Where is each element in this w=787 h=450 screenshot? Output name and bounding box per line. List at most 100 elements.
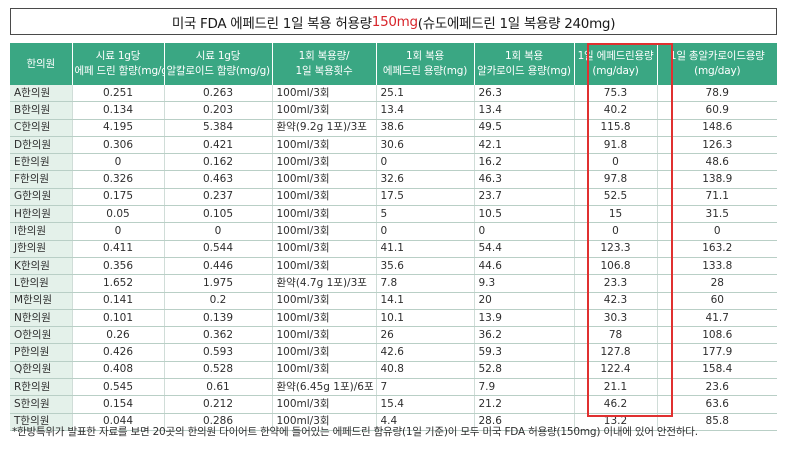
table-cell: 158.4 (657, 361, 777, 380)
table-cell: 127.8 (574, 343, 658, 362)
table-cell: 0 (376, 153, 475, 172)
table-cell: 52.5 (574, 188, 658, 207)
table-row: Q한의원 0.408 0.528 100ml/3회 40.8 52.8 122.4 158.4 (10, 361, 777, 380)
table-cell: 75.3 (574, 85, 658, 103)
table-cell: 21.2 (474, 395, 575, 414)
table-cell: 71.1 (657, 188, 777, 207)
table-cell: 0.134 (72, 101, 165, 120)
table-row: A한의원 0.251 0.263 100ml/3회 25.1 26.3 75.3 78.9 (10, 85, 777, 103)
table-cell: 100ml/3회 (272, 222, 377, 241)
clinic-name-cell: S한의원 (10, 395, 73, 414)
table-cell: 0 (657, 222, 777, 241)
table-cell: 60 (657, 292, 777, 310)
table-cell: 42.1 (474, 136, 575, 155)
table-cell: 0.139 (164, 309, 273, 328)
table-cell: 0 (376, 222, 475, 241)
table-cell: 44.6 (474, 257, 575, 276)
table-cell: 31.5 (657, 205, 777, 224)
table-cell: 163.2 (657, 240, 777, 258)
table-cell: 91.8 (574, 136, 658, 155)
table-cell: 23.7 (474, 188, 575, 207)
table-row: J한의원 0.411 0.544 100ml/3회 41.1 54.4 123.3 163.2 (10, 240, 777, 258)
table-row: S한의원 0.154 0.212 100ml/3회 15.4 21.2 46.2 63.6 (10, 395, 777, 414)
column-header-line: 1회 복용 (406, 50, 444, 62)
table-cell: 15.4 (376, 395, 475, 414)
table-cell: 26.3 (474, 85, 575, 103)
table-row: E한의원 0 0.162 100ml/3회 0 16.2 0 48.6 (10, 153, 777, 172)
table-cell: 0.286 (164, 413, 273, 431)
table-cell: 115.8 (574, 119, 658, 137)
table-cell: 0.61 (164, 378, 273, 397)
column-header-3: 1회 복용량/1일 복용횟수 (272, 43, 377, 85)
table-row: B한의원 0.134 0.203 100ml/3회 13.4 13.4 40.2 60.9 (10, 101, 777, 120)
table-cell: 0 (574, 222, 658, 241)
table-cell: 100ml/3회 (272, 240, 377, 258)
table-cell: 25.1 (376, 85, 475, 103)
table-cell: 7.8 (376, 274, 475, 293)
clinic-name-cell: K한의원 (10, 257, 73, 276)
column-header-line: 시료 1g당 (95, 50, 141, 62)
clinic-name-cell: M한의원 (10, 292, 73, 310)
column-header-4: 1회 복용 에페드린 용량(mg) (376, 43, 475, 85)
table-cell: 78 (574, 326, 658, 345)
table-cell: 100ml/3회 (272, 153, 377, 172)
table-cell: 14.1 (376, 292, 475, 310)
table-cell: 28.6 (474, 413, 575, 431)
clinic-name-cell: G한의원 (10, 188, 73, 207)
table-cell: 0.05 (72, 205, 165, 224)
column-header-line: 1회 복용량/ (298, 50, 350, 62)
table-cell: 13.4 (376, 101, 475, 120)
ephedrine-table: 한의원 시료 1g당 에페 드린 함량(mg/g) 시료 1g당 알칼로이드 함량(mg… (10, 43, 777, 431)
table-cell: 0.162 (164, 153, 273, 172)
table-cell: 106.8 (574, 257, 658, 276)
table-row: R한의원 0.545 0.61 환약(6.45g 1포)/6포 7 7.9 21.1 23.6 (10, 378, 777, 397)
column-header-6: 1일 에페드린용량 (mg/day) (574, 43, 658, 85)
table-cell: 0.212 (164, 395, 273, 414)
table-cell: 10.1 (376, 309, 475, 328)
table-row: D한의원 0.306 0.421 100ml/3회 30.6 42.1 91.8 126.3 (10, 136, 777, 155)
table-cell: 49.5 (474, 119, 575, 137)
table-cell: 97.8 (574, 170, 658, 189)
table-cell: 0.411 (72, 240, 165, 258)
table-cell: 13.4 (474, 101, 575, 120)
table-cell: 126.3 (657, 136, 777, 155)
table-cell: 42.6 (376, 343, 475, 362)
table-cell: 177.9 (657, 343, 777, 362)
column-header-5: 1회 복용 알카로이드 용량(mg) (474, 43, 575, 85)
table-cell: 0.426 (72, 343, 165, 362)
table-cell: 78.9 (657, 85, 777, 103)
table-cell: 100ml/3회 (272, 101, 377, 120)
table-cell: 100ml/3회 (272, 326, 377, 345)
table-cell: 0.237 (164, 188, 273, 207)
clinic-name-cell: T한의원 (10, 413, 73, 431)
column-header-line: 에페 드린 함량(mg/g) (74, 65, 164, 77)
table-cell: 10.5 (474, 205, 575, 224)
table-cell: 35.6 (376, 257, 475, 276)
table-cell: 0 (574, 153, 658, 172)
table-cell: 100ml/3회 (272, 413, 377, 431)
table-row: P한의원 0.426 0.593 100ml/3회 42.6 59.3 127.8 177.9 (10, 343, 777, 362)
table-cell: 30.6 (376, 136, 475, 155)
page-title: 미국 FDA 에페드린 1일 복용 허용량 150mg (슈도에페드린 1일 복… (10, 8, 777, 35)
table-cell: 0.306 (72, 136, 165, 155)
table-cell: 0.175 (72, 188, 165, 207)
table-cell: 100ml/3회 (272, 292, 377, 310)
table-cell: 15 (574, 205, 658, 224)
table-row: G한의원 0.175 0.237 100ml/3회 17.5 23.7 52.5 71.1 (10, 188, 777, 207)
table-cell: 0.326 (72, 170, 165, 189)
table-cell: 108.6 (657, 326, 777, 345)
table-cell: 0.408 (72, 361, 165, 380)
title-suffix: (슈도에페드린 1일 복용량 240mg) (417, 15, 616, 32)
column-header-line: 한의원 (26, 57, 56, 70)
table-cell: 30.3 (574, 309, 658, 328)
clinic-name-cell: D한의원 (10, 136, 73, 155)
table-cell: 28 (657, 274, 777, 293)
table-cell: 1.652 (72, 274, 165, 293)
table-cell: 46.2 (574, 395, 658, 414)
table-cell: 0.101 (72, 309, 165, 328)
table-cell: 52.8 (474, 361, 575, 380)
column-header-line: (mg/day) (592, 65, 639, 77)
table-cell: 123.3 (574, 240, 658, 258)
table-row: C한의원 4.195 5.384 환약(9.2g 1포)/3포 38.6 49.5 115.… (10, 119, 777, 137)
table-cell: 17.5 (376, 188, 475, 207)
